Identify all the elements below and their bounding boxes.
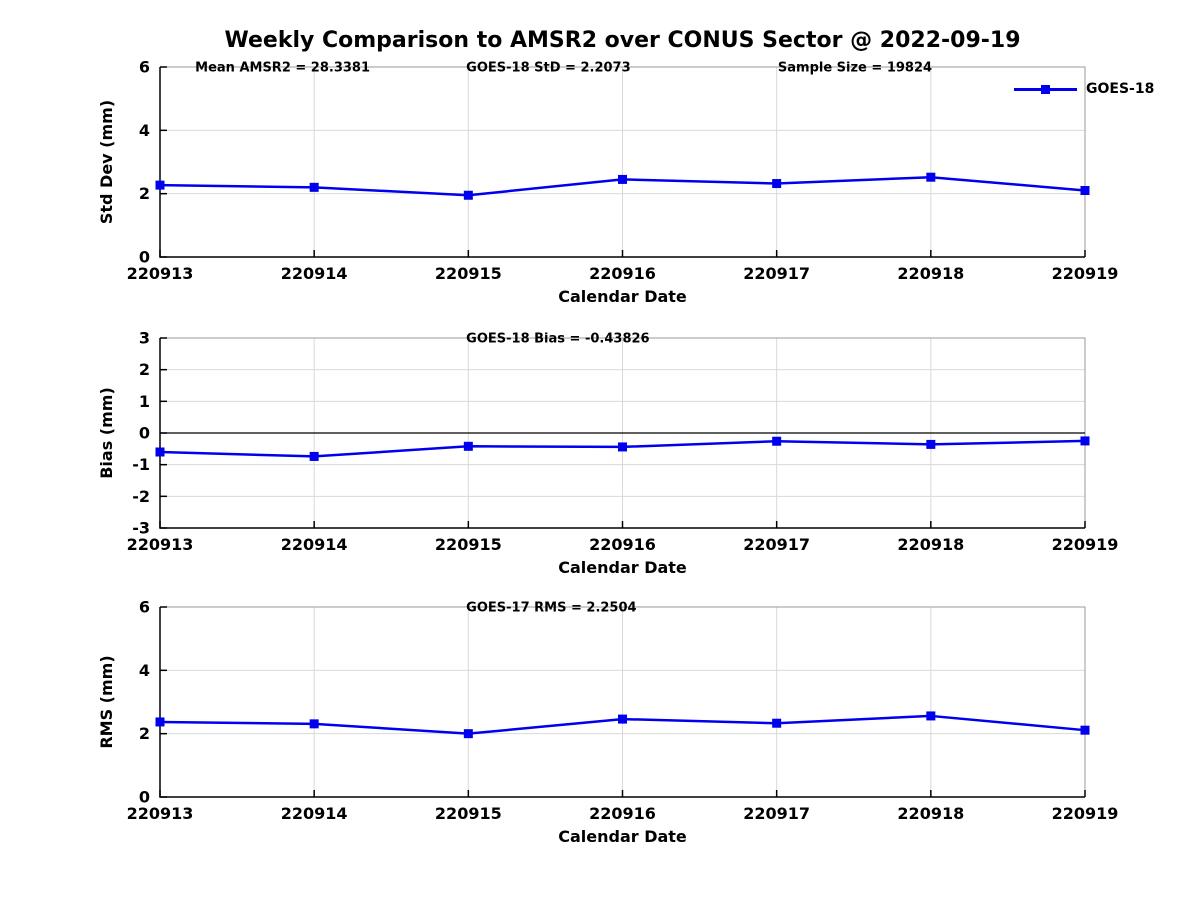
data-point-marker xyxy=(155,180,165,190)
legend-label: GOES-18 xyxy=(1086,81,1155,97)
data-point-marker xyxy=(309,182,319,192)
x-tick-label: 220914 xyxy=(281,535,348,554)
data-point-marker xyxy=(463,441,473,451)
y-tick-label: 2 xyxy=(139,360,150,379)
data-point-marker xyxy=(926,172,936,182)
legend: GOES-18 xyxy=(1014,81,1154,97)
x-tick-label: 220918 xyxy=(897,264,964,283)
y-axis-label: Std Dev (mm) xyxy=(97,100,116,224)
x-tick-label: 220918 xyxy=(897,804,964,823)
data-point-marker xyxy=(463,190,473,200)
figure-title: Weekly Comparison to AMSR2 over CONUS Se… xyxy=(224,28,1021,53)
y-tick-label: -1 xyxy=(132,455,150,474)
subplot-rms: 0 2 4 6 220913 220914 220915 220916 220917 220918… xyxy=(97,598,1118,847)
data-point-marker xyxy=(1080,436,1090,446)
stat-annotation: Mean AMSR2 = 28.3381 xyxy=(195,61,370,76)
x-tick-label: 220915 xyxy=(435,264,502,283)
y-tick-label: -3 xyxy=(132,519,150,538)
x-tick-label: 220916 xyxy=(589,535,656,554)
x-tick-label: 220919 xyxy=(1052,535,1119,554)
y-tick-label: 2 xyxy=(139,184,150,203)
data-point-marker xyxy=(618,174,627,184)
subplot-std-dev: 0 2 4 6 220913 220914 220915 220916 220917 220918… xyxy=(97,58,1118,307)
y-axis-label: RMS (mm) xyxy=(97,655,116,748)
data-point-marker xyxy=(772,179,782,189)
y-tick-label: 1 xyxy=(139,392,150,411)
x-tick-label: 220916 xyxy=(589,264,656,283)
y-axis-label: Bias (mm) xyxy=(97,387,116,479)
stat-annotation: Sample Size = 19824 xyxy=(778,61,932,76)
y-tick-label: 0 xyxy=(139,248,150,267)
x-tick-label: 220918 xyxy=(897,535,964,554)
x-tick-label: 220916 xyxy=(589,804,656,823)
x-tick-label: 220914 xyxy=(281,804,348,823)
legend-line-sample xyxy=(1014,84,1077,94)
subplot-bias: -3 -2 -1 0 1 2 3 220913 220914 220915 220916 220917… xyxy=(97,329,1118,578)
x-tick-label: 220914 xyxy=(281,264,348,283)
x-tick-label: 220917 xyxy=(743,535,810,554)
stat-annotation: GOES-18 StD = 2.2073 xyxy=(466,61,630,76)
y-tick-label: -2 xyxy=(132,487,150,506)
y-tick-label: 2 xyxy=(139,724,150,743)
y-tick-label: 0 xyxy=(139,424,150,443)
y-tick-label: 0 xyxy=(139,788,150,807)
legend-marker-icon xyxy=(1041,84,1050,94)
stat-annotation: GOES-17 RMS = 2.2504 xyxy=(466,601,636,616)
x-tick-label: 220913 xyxy=(127,535,194,554)
x-tick-label: 220919 xyxy=(1052,804,1119,823)
x-tick-label: 220919 xyxy=(1052,264,1119,283)
stat-annotation: GOES-18 Bias = -0.43826 xyxy=(466,332,649,347)
data-point-marker xyxy=(309,451,319,461)
y-tick-label: 3 xyxy=(139,329,150,348)
data-point-marker xyxy=(926,711,936,721)
x-axis-label: Calendar Date xyxy=(558,558,687,577)
data-point-marker xyxy=(618,714,627,724)
x-tick-label: 220913 xyxy=(127,804,194,823)
data-point-marker xyxy=(772,436,782,446)
x-tick-label: 220917 xyxy=(743,804,810,823)
data-point-marker xyxy=(772,718,782,728)
y-tick-label: 6 xyxy=(139,58,150,77)
x-tick-label: 220917 xyxy=(743,264,810,283)
data-point-marker xyxy=(463,729,473,739)
data-point-marker xyxy=(1080,725,1090,735)
y-tick-label: 6 xyxy=(139,598,150,617)
data-point-marker xyxy=(926,439,936,449)
data-point-marker xyxy=(309,719,319,729)
x-tick-label: 220913 xyxy=(127,264,194,283)
data-point-marker xyxy=(155,717,165,727)
plot-box-border xyxy=(160,337,1086,528)
x-tick-label: 220915 xyxy=(435,804,502,823)
data-point-marker xyxy=(1080,186,1090,195)
x-axis-label: Calendar Date xyxy=(558,827,687,846)
data-point-marker xyxy=(155,447,165,457)
y-tick-label: 4 xyxy=(139,661,150,680)
y-tick-label: 4 xyxy=(139,121,150,140)
data-point-marker xyxy=(618,442,627,452)
x-tick-label: 220915 xyxy=(435,535,502,554)
x-axis-label: Calendar Date xyxy=(558,287,687,306)
